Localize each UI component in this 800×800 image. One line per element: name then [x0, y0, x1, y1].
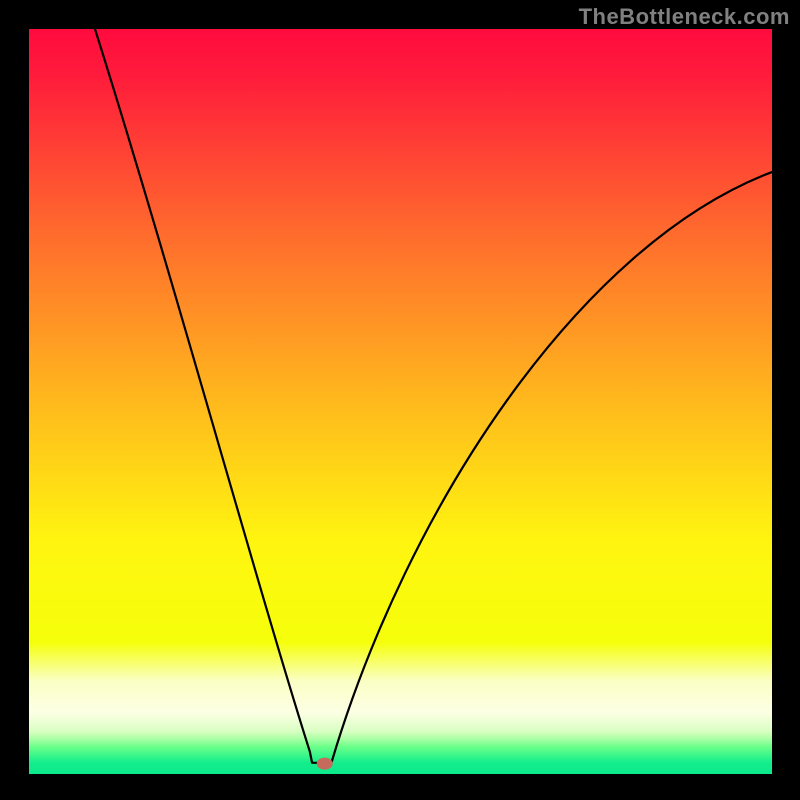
chart-root: TheBottleneck.com: [0, 0, 800, 800]
gradient-background: [29, 0, 772, 774]
watermark-text: TheBottleneck.com: [579, 4, 790, 30]
chart-svg: [0, 0, 800, 800]
minimum-marker: [317, 758, 333, 770]
